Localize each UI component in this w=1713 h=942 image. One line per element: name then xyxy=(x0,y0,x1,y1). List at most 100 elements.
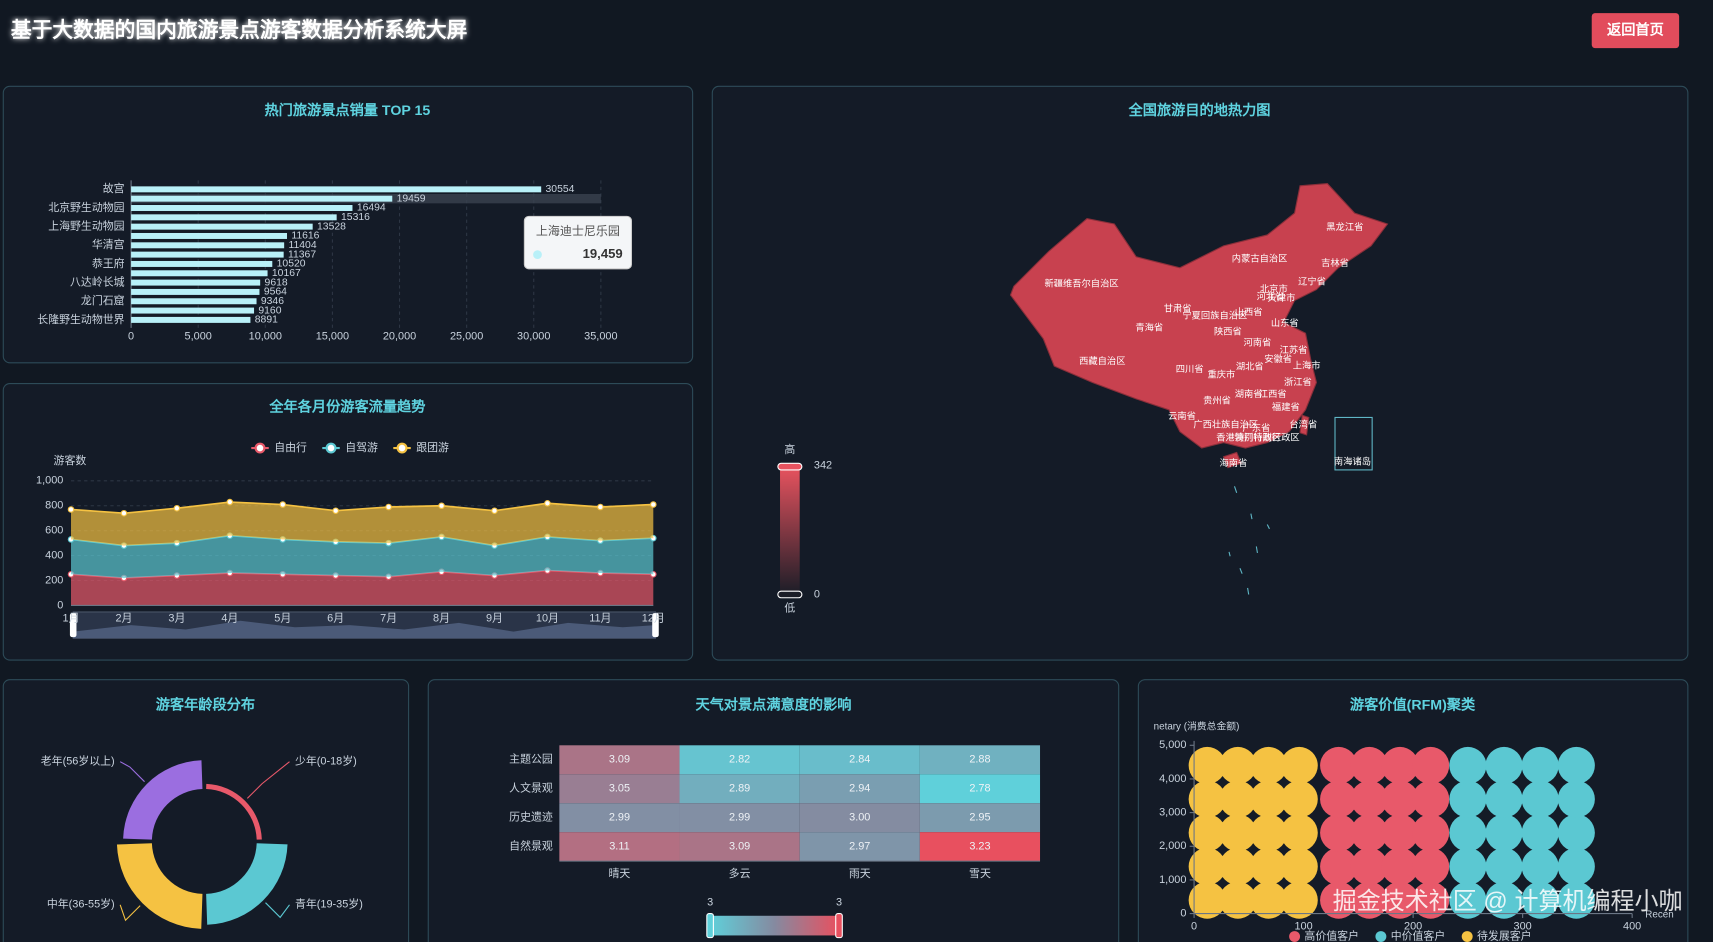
x-tick-label: 2月 xyxy=(115,612,132,624)
point xyxy=(1219,780,1257,818)
point xyxy=(1219,814,1257,852)
region-label: 重庆市 xyxy=(1207,368,1235,379)
page-title: 基于大数据的国内旅游景点游客数据分析系统大屏 xyxy=(11,18,468,42)
value-label: 9346 xyxy=(261,296,284,307)
y-tick-label: 历史遗迹 xyxy=(509,810,553,824)
point xyxy=(1521,746,1559,785)
bar xyxy=(131,205,353,211)
heat-cell xyxy=(559,774,680,804)
region-label: 山东省 xyxy=(1271,317,1299,328)
zoom-handle[interactable] xyxy=(69,613,77,638)
region-label: 江西省 xyxy=(1259,388,1287,399)
value-label: 9564 xyxy=(264,287,287,298)
island xyxy=(1222,451,1242,469)
region-label: 北京市 xyxy=(1260,283,1288,294)
point xyxy=(650,501,657,508)
y-tick-label: 长隆野生动物世界 xyxy=(37,312,124,326)
cell-label: 2.94 xyxy=(849,783,870,795)
legend-marker xyxy=(325,442,337,454)
cell-label: 3.00 xyxy=(849,812,870,824)
point xyxy=(173,504,181,512)
cell-label: 3.11 xyxy=(609,841,629,853)
point xyxy=(1521,814,1559,852)
point xyxy=(1449,746,1487,785)
point xyxy=(1280,780,1318,818)
inset-box xyxy=(1334,416,1373,471)
islands xyxy=(1228,486,1270,595)
y-tick-label: 2,000 xyxy=(1159,840,1186,852)
cell-label: 2.95 xyxy=(969,812,990,824)
visual-map-min: 0 xyxy=(814,588,820,600)
chart-title: 热门旅游景点销量 TOP 15 xyxy=(265,102,431,119)
x-tick-label: 8月 xyxy=(433,612,450,624)
point xyxy=(1557,780,1595,818)
region-label: 吉林省 xyxy=(1321,257,1349,268)
y-tick-label: 4,000 xyxy=(1159,773,1186,785)
data-zoom[interactable] xyxy=(69,611,659,639)
rose-segment xyxy=(116,843,203,929)
point xyxy=(1320,881,1358,919)
zoom-handle[interactable] xyxy=(652,613,659,638)
visual-map-handle xyxy=(777,590,803,599)
region-label: 福建省 xyxy=(1272,401,1300,412)
region-label: 海南省 xyxy=(1219,457,1247,468)
visual-map-bar xyxy=(780,466,800,595)
y-tick-label: 200 xyxy=(45,574,63,586)
legend-label: 高价值客户 xyxy=(1304,928,1359,942)
area xyxy=(71,535,654,579)
x-tick-label: 25,000 xyxy=(450,330,483,342)
region-label: 四川省 xyxy=(1176,363,1204,374)
legend-label: 待发展客户 xyxy=(1477,928,1532,942)
x-tick-label: 15,000 xyxy=(316,330,349,342)
y-tick-label: 0 xyxy=(1180,907,1186,919)
visual-map-max: 3 xyxy=(836,897,842,909)
y-tick-label: 0 xyxy=(57,599,63,611)
value-label: 15316 xyxy=(341,212,370,223)
y-axis-label: 游客数 xyxy=(54,453,87,467)
region-label: 安徽省 xyxy=(1264,353,1292,364)
leader-line xyxy=(265,902,290,919)
bar xyxy=(131,279,261,286)
point xyxy=(1219,881,1257,919)
bar xyxy=(131,232,288,239)
legend-marker xyxy=(1461,931,1473,942)
value-label: 9160 xyxy=(258,305,281,316)
region-label: 湖北省 xyxy=(1236,361,1264,372)
point xyxy=(1485,814,1523,852)
legend-label: 中价值客户 xyxy=(1391,928,1446,942)
visual-map-bar xyxy=(710,915,840,936)
leader-line xyxy=(119,904,141,922)
home-button[interactable]: 返回首页 xyxy=(1591,13,1680,49)
slice-label: 青年(19-35岁) xyxy=(295,897,363,911)
visual-map-handle xyxy=(777,462,803,471)
region-label: 宁夏回族自治区 xyxy=(1182,309,1247,320)
point xyxy=(1449,780,1487,818)
region-label: 湖南省 xyxy=(1235,388,1263,399)
cell-label: 3.23 xyxy=(969,841,990,853)
point xyxy=(1280,847,1318,886)
region-label: 陕西省 xyxy=(1214,326,1242,337)
x-tick-label: 10,000 xyxy=(249,330,282,342)
x-tick-label: 6月 xyxy=(327,612,344,624)
legend-label: 自由行 xyxy=(274,440,307,454)
point xyxy=(1449,847,1487,886)
visual-map-min: 3 xyxy=(707,897,713,909)
x-tick-label: 11月 xyxy=(589,612,611,624)
bar xyxy=(131,223,313,230)
legend-marker xyxy=(254,442,266,454)
point xyxy=(1280,746,1318,785)
legend-marker xyxy=(1375,931,1387,942)
point xyxy=(279,501,287,508)
y-tick-label: 5,000 xyxy=(1159,739,1186,751)
heat-cell xyxy=(919,803,1041,833)
heat-cell xyxy=(799,803,920,833)
point xyxy=(1557,847,1595,886)
button-bg[interactable] xyxy=(1591,13,1680,49)
button-label[interactable]: 返回首页 xyxy=(1607,21,1664,38)
china-map xyxy=(1009,183,1389,449)
point xyxy=(1350,881,1388,919)
rose-segment xyxy=(123,760,203,840)
region-label: 江苏省 xyxy=(1280,344,1308,355)
x-tick-label: 多云 xyxy=(729,866,751,880)
